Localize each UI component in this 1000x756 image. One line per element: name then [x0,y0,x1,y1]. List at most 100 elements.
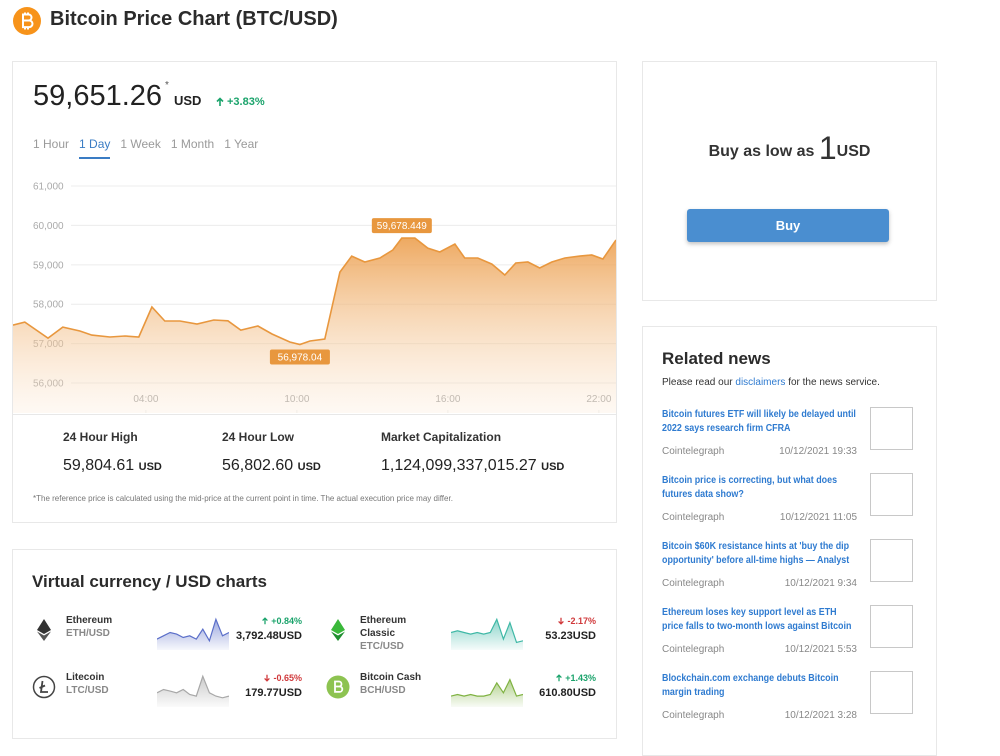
currency-change-value: -2.17% [567,616,596,626]
news-item: Ethereum loses key support level as ETH … [662,605,917,655]
stat-value-row: 1,124,099,337,015.27 USD [381,457,564,475]
news-headline[interactable]: Bitcoin $60K resistance hints at 'buy th… [662,540,850,566]
news-headline[interactable]: Bitcoin price is correcting, but what do… [662,474,838,500]
page-title: Bitcoin Price Chart (BTC/USD) [50,8,338,30]
buy-currency: USD [836,143,871,160]
currency-name: Bitcoin Cash [360,672,422,683]
news-item: Bitcoin futures ETF will likely be delay… [662,407,917,457]
buy-button[interactable]: Buy [687,209,889,242]
stat: 24 Hour Low 56,802.60 USD [222,430,321,475]
currency-card: Virtual currency / USD charts Ethereum ET… [12,549,617,739]
change-arrow [558,617,565,625]
news-meta: Cointelegraph 10/12/2021 9:34 [662,578,857,589]
currency-change: +1.43% [555,673,596,683]
price-change: +3.83% [215,96,265,108]
news-item: Bitcoin $60K resistance hints at 'buy th… [662,539,917,589]
news-meta: Cointelegraph 10/12/2021 19:33 [662,446,857,457]
currency-icon [32,675,56,699]
currency-change-value: +0.84% [271,616,302,626]
currency-pair: ETC/USD [360,641,404,652]
arrow-path [556,674,563,682]
stat: Market Capitalization 1,124,099,337,015.2… [381,430,564,475]
range-tab[interactable]: 1 Month [170,137,215,151]
news-source: Cointelegraph [662,644,725,655]
news-date: 10/12/2021 5:53 [784,644,857,655]
stat-label: 24 Hour High [63,430,138,444]
icon [32,675,56,699]
sparkline-line [157,674,229,699]
currency-name-block: Bitcoin Cash BCH/USD [360,671,422,697]
stat: 24 Hour High 59,804.61 USD [63,430,162,475]
price-chart: 56,00057,00058,00059,00060,00061,00004:0… [13,182,616,413]
icon [331,619,345,634]
y-tick-label: 58,000 [33,300,64,311]
news-headline[interactable]: Blockchain.com exchange debuts Bitcoin m… [662,672,839,698]
sparkline-line [451,678,523,697]
change-arrow [262,617,269,625]
news-source: Cointelegraph [662,446,725,457]
section-title: Virtual currency / USD charts [32,572,267,591]
price-card: 59,651.26 * USD +3.83% 1 Hour 1 Day 1 Week… [12,61,617,523]
sparkline-area [451,619,523,650]
notice-text: for the news service. [788,377,880,388]
news-image [870,605,913,648]
range-tab[interactable]: 1 Year [224,137,259,151]
currency-name-block: Litecoin LTC/USD [66,671,128,697]
price-area [13,238,616,413]
stat-value-row: 56,802.60 USD [222,457,321,475]
stat-value: 59,804.61 [63,457,135,474]
annotation-label: 56,978.04 [278,353,323,364]
buy-text: Buy as low as 1USD [643,130,936,167]
price-change-value: +3.83% [227,96,265,108]
currency-change: -2.17% [557,616,596,626]
news-title: Related news [662,349,771,368]
news-headline[interactable]: Bitcoin futures ETF will likely be delay… [662,408,856,434]
range-tab[interactable]: 1 Week [120,137,161,151]
range-tab[interactable]: 1 Day [79,137,111,159]
currency-icon [37,619,51,641]
change-arrow [264,674,271,682]
disclaimers-link[interactable]: disclaimers [735,377,786,388]
news-source: Cointelegraph [662,578,725,589]
currency-name: Ethereum [66,615,113,626]
y-tick-label: 61,000 [33,182,64,193]
currency-name-block: Ethereum ETH/USD [66,614,128,640]
news-notice: Please read our disclaimers for the news… [662,377,880,388]
sparkline-line [451,617,523,644]
range-tab[interactable]: 1 Hour [33,137,70,151]
news-image [870,539,913,582]
stat-unit: USD [541,461,565,473]
news-date: 10/12/2021 19:33 [779,446,857,457]
currency-item: Litecoin LTC/USD -0.65% 179.77USD [32,671,302,711]
news-source: Cointelegraph [662,512,725,523]
buy-card: Buy as low as 1USD Buy [642,61,937,301]
news-image [870,671,913,714]
currency-price: 179.77USD [245,687,302,699]
sparkline-area [451,679,523,707]
bitcoin-logo [13,7,41,35]
stat-label: 24 Hour Low [222,430,295,444]
range-tabs: 1 Hour 1 Day 1 Week 1 Month 1 Year [33,137,258,159]
change-arrow [216,97,224,106]
icon [37,619,51,634]
news-item: Blockchain.com exchange debuts Bitcoin m… [662,671,917,721]
icon [37,631,51,641]
news-card: Related news Please read our disclaimers… [642,326,937,756]
price-line [13,237,616,346]
buy-label: Buy as low as [708,143,815,160]
annotation-label: 59,678.449 [377,221,427,232]
price-currency: USD [174,93,202,108]
news-list: Bitcoin futures ETF will likely be delay… [662,407,917,737]
icon [331,631,345,641]
news-headline[interactable]: Ethereum loses key support level as ETH … [662,606,852,632]
currency-change: +0.84% [261,616,302,626]
news-source: Cointelegraph [662,710,725,721]
currency-item: Bitcoin Cash BCH/USD +1.43% 610.80USD [326,671,596,711]
sparkline-line [157,617,229,643]
arrow-path [264,674,271,682]
footnote: *The reference price is calculated using… [33,494,453,503]
currency-price: 610.80USD [539,687,596,699]
currency-change-value: -0.65% [273,673,302,683]
arrow-path [558,617,565,625]
